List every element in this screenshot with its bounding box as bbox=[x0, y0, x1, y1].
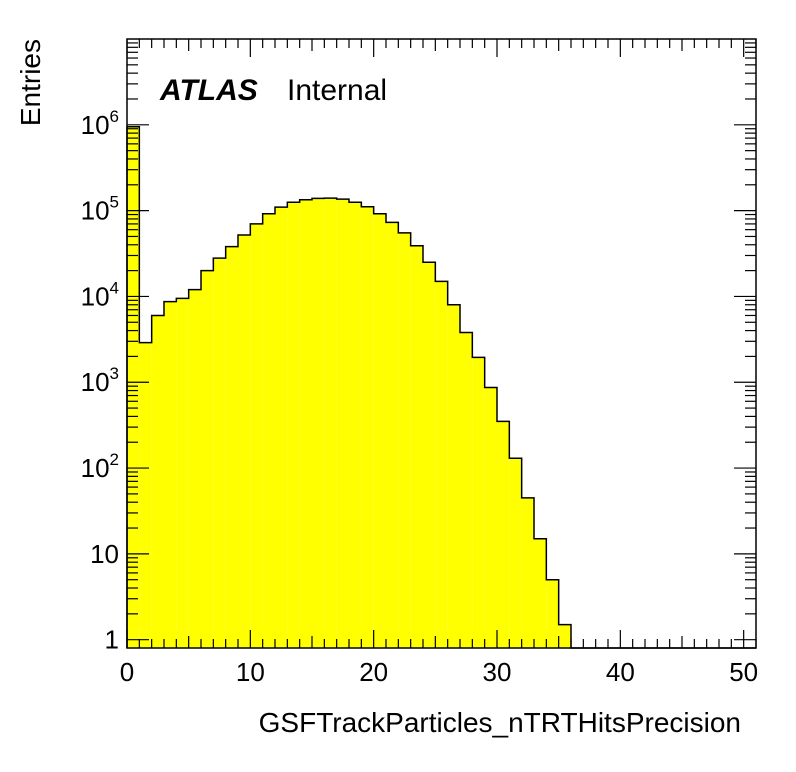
histogram-bar bbox=[250, 223, 263, 648]
histogram-bar bbox=[225, 246, 238, 648]
y-tick-label: 105 bbox=[81, 193, 119, 226]
histogram-bar bbox=[213, 258, 226, 648]
histogram-bar bbox=[472, 357, 485, 648]
histogram-bar bbox=[287, 202, 300, 648]
histogram-bar bbox=[201, 270, 214, 648]
histogram-bar bbox=[447, 304, 460, 648]
histogram-bar bbox=[151, 315, 164, 648]
histogram-bar bbox=[349, 202, 362, 648]
histogram-bar bbox=[398, 232, 411, 648]
y-tick-label: 102 bbox=[81, 450, 119, 483]
x-axis-title: GSFTrackParticles_nTRTHitsPrecision bbox=[259, 707, 741, 738]
histogram-bar bbox=[188, 289, 201, 648]
histogram-bar bbox=[460, 332, 473, 648]
x-tick-label: 10 bbox=[236, 657, 265, 687]
x-tick-label: 30 bbox=[483, 657, 512, 687]
histogram-bar bbox=[410, 245, 423, 648]
histogram-bar bbox=[558, 624, 571, 648]
y-tick-label: 106 bbox=[81, 107, 119, 140]
histogram-bar bbox=[127, 126, 140, 649]
histogram-bar bbox=[521, 497, 534, 648]
histogram-bar bbox=[176, 298, 189, 648]
histogram-bar bbox=[435, 281, 448, 648]
x-tick-labels: 0 10 20 30 40 50 bbox=[120, 657, 758, 687]
histogram-bar bbox=[262, 213, 275, 648]
histogram-bar bbox=[312, 198, 325, 648]
axis-ticks bbox=[126, 39, 757, 648]
histogram-bar bbox=[509, 458, 522, 648]
histogram-bar bbox=[361, 206, 374, 648]
y-tick-label: 1 bbox=[105, 625, 119, 655]
histogram-bar bbox=[423, 262, 436, 648]
histogram-bar bbox=[484, 387, 497, 648]
atlas-internal-label: Internal bbox=[287, 74, 387, 107]
histogram-bar bbox=[324, 198, 337, 648]
x-tick-label: 20 bbox=[359, 657, 388, 687]
histogram-bar bbox=[299, 199, 312, 649]
histogram-bar bbox=[139, 342, 152, 648]
y-tick-label: 104 bbox=[81, 278, 119, 311]
x-tick-label: 0 bbox=[120, 657, 134, 687]
histogram-bar bbox=[546, 579, 559, 648]
atlas-label: ATLAS bbox=[159, 74, 258, 107]
histogram-bar bbox=[534, 538, 547, 648]
x-tick-label: 50 bbox=[729, 657, 758, 687]
histogram-bar bbox=[497, 421, 510, 648]
histogram-bar bbox=[164, 301, 177, 648]
x-tick-label: 40 bbox=[606, 657, 635, 687]
y-tick-label: 103 bbox=[81, 364, 119, 397]
plot-frame bbox=[126, 38, 757, 649]
y-tick-label: 10 bbox=[90, 539, 119, 569]
histogram-bar bbox=[373, 213, 386, 648]
histogram-bar bbox=[336, 199, 349, 649]
y-axis-title: Entries bbox=[15, 39, 46, 126]
y-tick-labels: 1 10 102 103 104 105 106 bbox=[81, 107, 119, 655]
histogram-bar bbox=[386, 222, 399, 648]
histogram-bars bbox=[127, 126, 571, 649]
histogram-bar bbox=[275, 207, 288, 648]
histogram-bar bbox=[238, 234, 251, 648]
